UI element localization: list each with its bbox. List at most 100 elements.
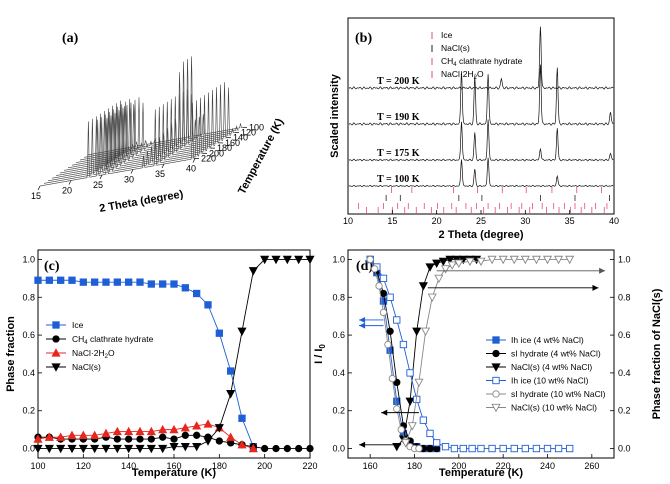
legend-label: Ice <box>441 30 453 40</box>
y-tick-label: 0.6 <box>22 330 35 340</box>
x-tick-label: 160 <box>363 461 378 471</box>
data-point <box>566 444 574 453</box>
data-point <box>226 432 236 441</box>
data-point <box>406 369 414 377</box>
y-tick-label: 200 <box>209 148 224 158</box>
data-point <box>237 327 247 337</box>
data-point <box>181 431 189 439</box>
subscript: 4 <box>453 62 457 68</box>
data-point <box>67 444 77 454</box>
legend-label-rest: clathrate hydrate <box>457 56 523 66</box>
data-point <box>215 437 223 445</box>
data-point <box>465 257 475 267</box>
panel-d-y-ticks: 0.0 0.0 0.2 0.2 0.4 0.4 0.6 0.6 0.8 0.8 1.0 1.0 <box>332 254 630 453</box>
y-tick-label: 0.4 <box>22 368 35 378</box>
y-tick-label: 0.8 <box>22 292 35 302</box>
data-point <box>421 327 431 337</box>
data-point <box>295 444 303 453</box>
x-tick-label: 120 <box>76 461 91 471</box>
legend-marker <box>492 376 500 385</box>
data-point <box>125 435 133 443</box>
panel-b-label: (b) <box>355 31 372 46</box>
x-tick-label: 25 <box>476 216 486 226</box>
temperature-label: T = 100 K <box>377 174 420 185</box>
data-point <box>238 414 246 422</box>
data-point <box>499 444 507 453</box>
data-point <box>193 289 201 298</box>
trace <box>59 89 216 174</box>
legend-label-rest: O <box>108 348 115 358</box>
legend-marker <box>51 348 61 357</box>
x-tick-mark <box>37 185 41 191</box>
legend-label: NaCl·2H2O <box>72 348 115 360</box>
data-point <box>282 255 292 265</box>
data-point <box>415 444 423 453</box>
data-point <box>147 435 155 443</box>
trace <box>51 95 208 179</box>
data-point <box>432 259 442 268</box>
x-tick-label: 220 <box>302 461 317 471</box>
panel-c-phase-fraction: (c) 100 120 140 160 180 200 220 0.00.20.40.60.… <box>5 249 318 479</box>
right-tick-label: 0.4 <box>618 368 631 378</box>
data-point <box>554 255 564 265</box>
data-point <box>283 444 291 453</box>
data-point <box>418 282 428 291</box>
data-point <box>203 419 213 428</box>
data-point <box>158 424 168 434</box>
data-point <box>226 390 236 399</box>
data-point <box>56 432 66 441</box>
x-tick-label: 10 <box>343 216 353 226</box>
legend-marker <box>491 363 501 372</box>
legend-label-rest: O <box>477 69 484 79</box>
y-tick-label: 1.0 <box>22 254 35 264</box>
data-point <box>426 429 434 438</box>
data-point <box>136 435 144 443</box>
y-tick-label: 100 <box>249 122 264 132</box>
data-point <box>248 267 258 276</box>
panel-b-y-axis-label: Scaled intensity <box>329 73 341 158</box>
y-tick-label: 0.4 <box>332 368 345 378</box>
data-point <box>159 433 167 441</box>
panel-b-traces <box>348 26 614 188</box>
data-point <box>554 444 563 453</box>
data-point <box>78 430 88 439</box>
trace <box>79 61 236 161</box>
data-point <box>45 276 53 284</box>
panel-d-intensity-ratio: (d) 160 180 200 220 240 260 0.0 0.00.2 0.20.4 0.… <box>313 249 663 479</box>
data-point <box>44 432 54 441</box>
trace <box>47 97 204 182</box>
panel-c-y-axis-label: Phase fraction <box>5 316 17 392</box>
data-point <box>135 426 145 436</box>
data-point <box>294 255 304 265</box>
data-point <box>272 444 280 453</box>
x-tick-label: 40 <box>186 164 196 174</box>
data-point <box>393 405 401 413</box>
panel-b-x-ticks: 10 15 20 25 30 35 40 <box>343 210 619 226</box>
x-tick-label: 200 <box>451 461 466 471</box>
data-point <box>237 440 247 449</box>
legend-marker <box>52 321 60 329</box>
data-point <box>450 444 459 453</box>
data-point <box>542 255 553 265</box>
data-point <box>425 263 435 272</box>
series-ice <box>34 276 257 451</box>
data-point <box>146 444 156 454</box>
data-point <box>520 255 530 265</box>
data-point <box>543 444 552 453</box>
right-tick-label: 0.0 <box>618 444 631 454</box>
temperature-label: T = 200 K <box>377 76 420 87</box>
data-point <box>56 444 66 454</box>
data-point <box>366 255 374 264</box>
data-point <box>180 443 190 452</box>
data-point <box>510 444 518 453</box>
x-tick-label: 100 <box>30 461 45 471</box>
data-point <box>112 426 122 436</box>
data-point <box>68 276 76 284</box>
data-point <box>192 421 202 430</box>
legend-label: NaCl·2H2O <box>441 69 484 81</box>
x-tick-mark <box>68 180 72 185</box>
data-point <box>215 329 223 337</box>
panel-d-right-axis-label: Phase fraction of NaCl(s) <box>651 288 663 419</box>
